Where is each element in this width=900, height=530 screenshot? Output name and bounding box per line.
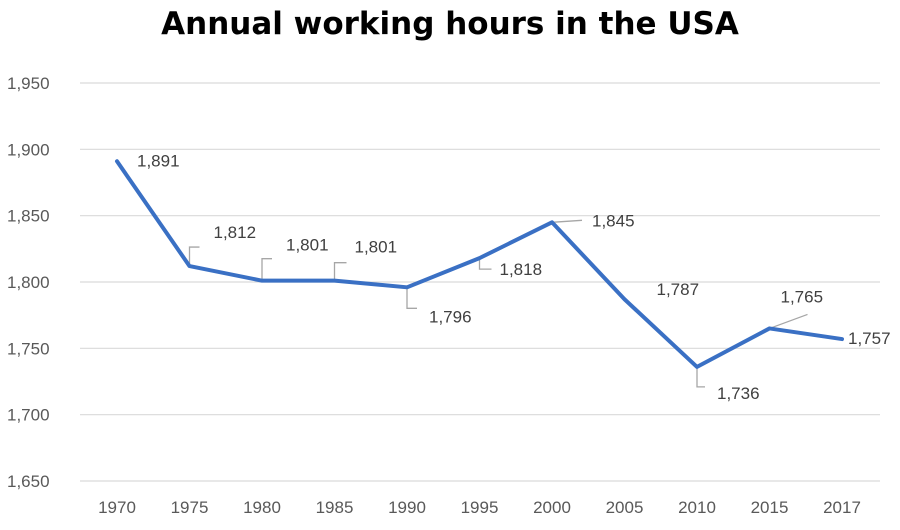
data-label: 1,801 (355, 238, 398, 257)
x-tick-label: 1970 (98, 498, 136, 517)
y-tick-label: 1,800 (7, 273, 50, 292)
x-tick-label: 1975 (171, 498, 209, 517)
y-tick-label: 1,950 (7, 74, 50, 93)
leader-line (261, 258, 272, 281)
leader-line (188, 246, 200, 267)
series-line (115, 159, 844, 369)
data-label: 1,891 (137, 151, 180, 170)
x-tick-label: 1995 (461, 498, 499, 517)
x-tick-label: 2010 (678, 498, 716, 517)
leader-line (333, 262, 347, 281)
x-axis-ticks: 1970 1975 1980 1985 1990 1995 2000 2005 2010 2015… (98, 498, 861, 517)
leader-line (551, 219, 583, 223)
data-label: 1,801 (286, 236, 329, 255)
y-tick-label: 1,750 (7, 339, 50, 358)
x-tick-label: 2005 (606, 498, 644, 517)
data-label: 1,736 (717, 384, 760, 403)
y-tick-label: 1,700 (7, 406, 50, 425)
y-tick-label: 1,900 (7, 140, 50, 159)
gridlines (80, 82, 880, 482)
series-line-group (115, 159, 844, 369)
y-tick-label: 1,650 (7, 472, 50, 491)
data-label: 1,812 (214, 223, 257, 242)
data-label: 1,787 (657, 280, 700, 299)
x-tick-label: 1980 (243, 498, 281, 517)
leader-line (696, 366, 705, 388)
data-labels: 1,891 1,812 1,801 1,801 1,796 1,818 1,845 1,787… (137, 151, 891, 403)
leader-line (406, 287, 417, 309)
chart-title: Annual working hours in the USA (161, 6, 739, 42)
data-label: 1,757 (848, 329, 891, 348)
leader-line (478, 258, 492, 270)
x-tick-label: 2015 (751, 498, 789, 517)
data-label: 1,765 (781, 287, 824, 306)
leader-line (769, 313, 808, 330)
x-tick-label: 1990 (388, 498, 426, 517)
x-tick-label: 2000 (533, 498, 571, 517)
x-tick-label: 1985 (316, 498, 354, 517)
data-label: 1,796 (429, 307, 472, 326)
y-axis-ticks: 1,650 1,700 1,750 1,800 1,850 1,900 1,950 (7, 74, 50, 491)
x-tick-label: 2017 (823, 498, 861, 517)
data-label: 1,845 (592, 211, 635, 230)
y-tick-label: 1,850 (7, 207, 50, 226)
data-label: 1,818 (500, 260, 543, 279)
label-leader-lines (188, 219, 808, 388)
